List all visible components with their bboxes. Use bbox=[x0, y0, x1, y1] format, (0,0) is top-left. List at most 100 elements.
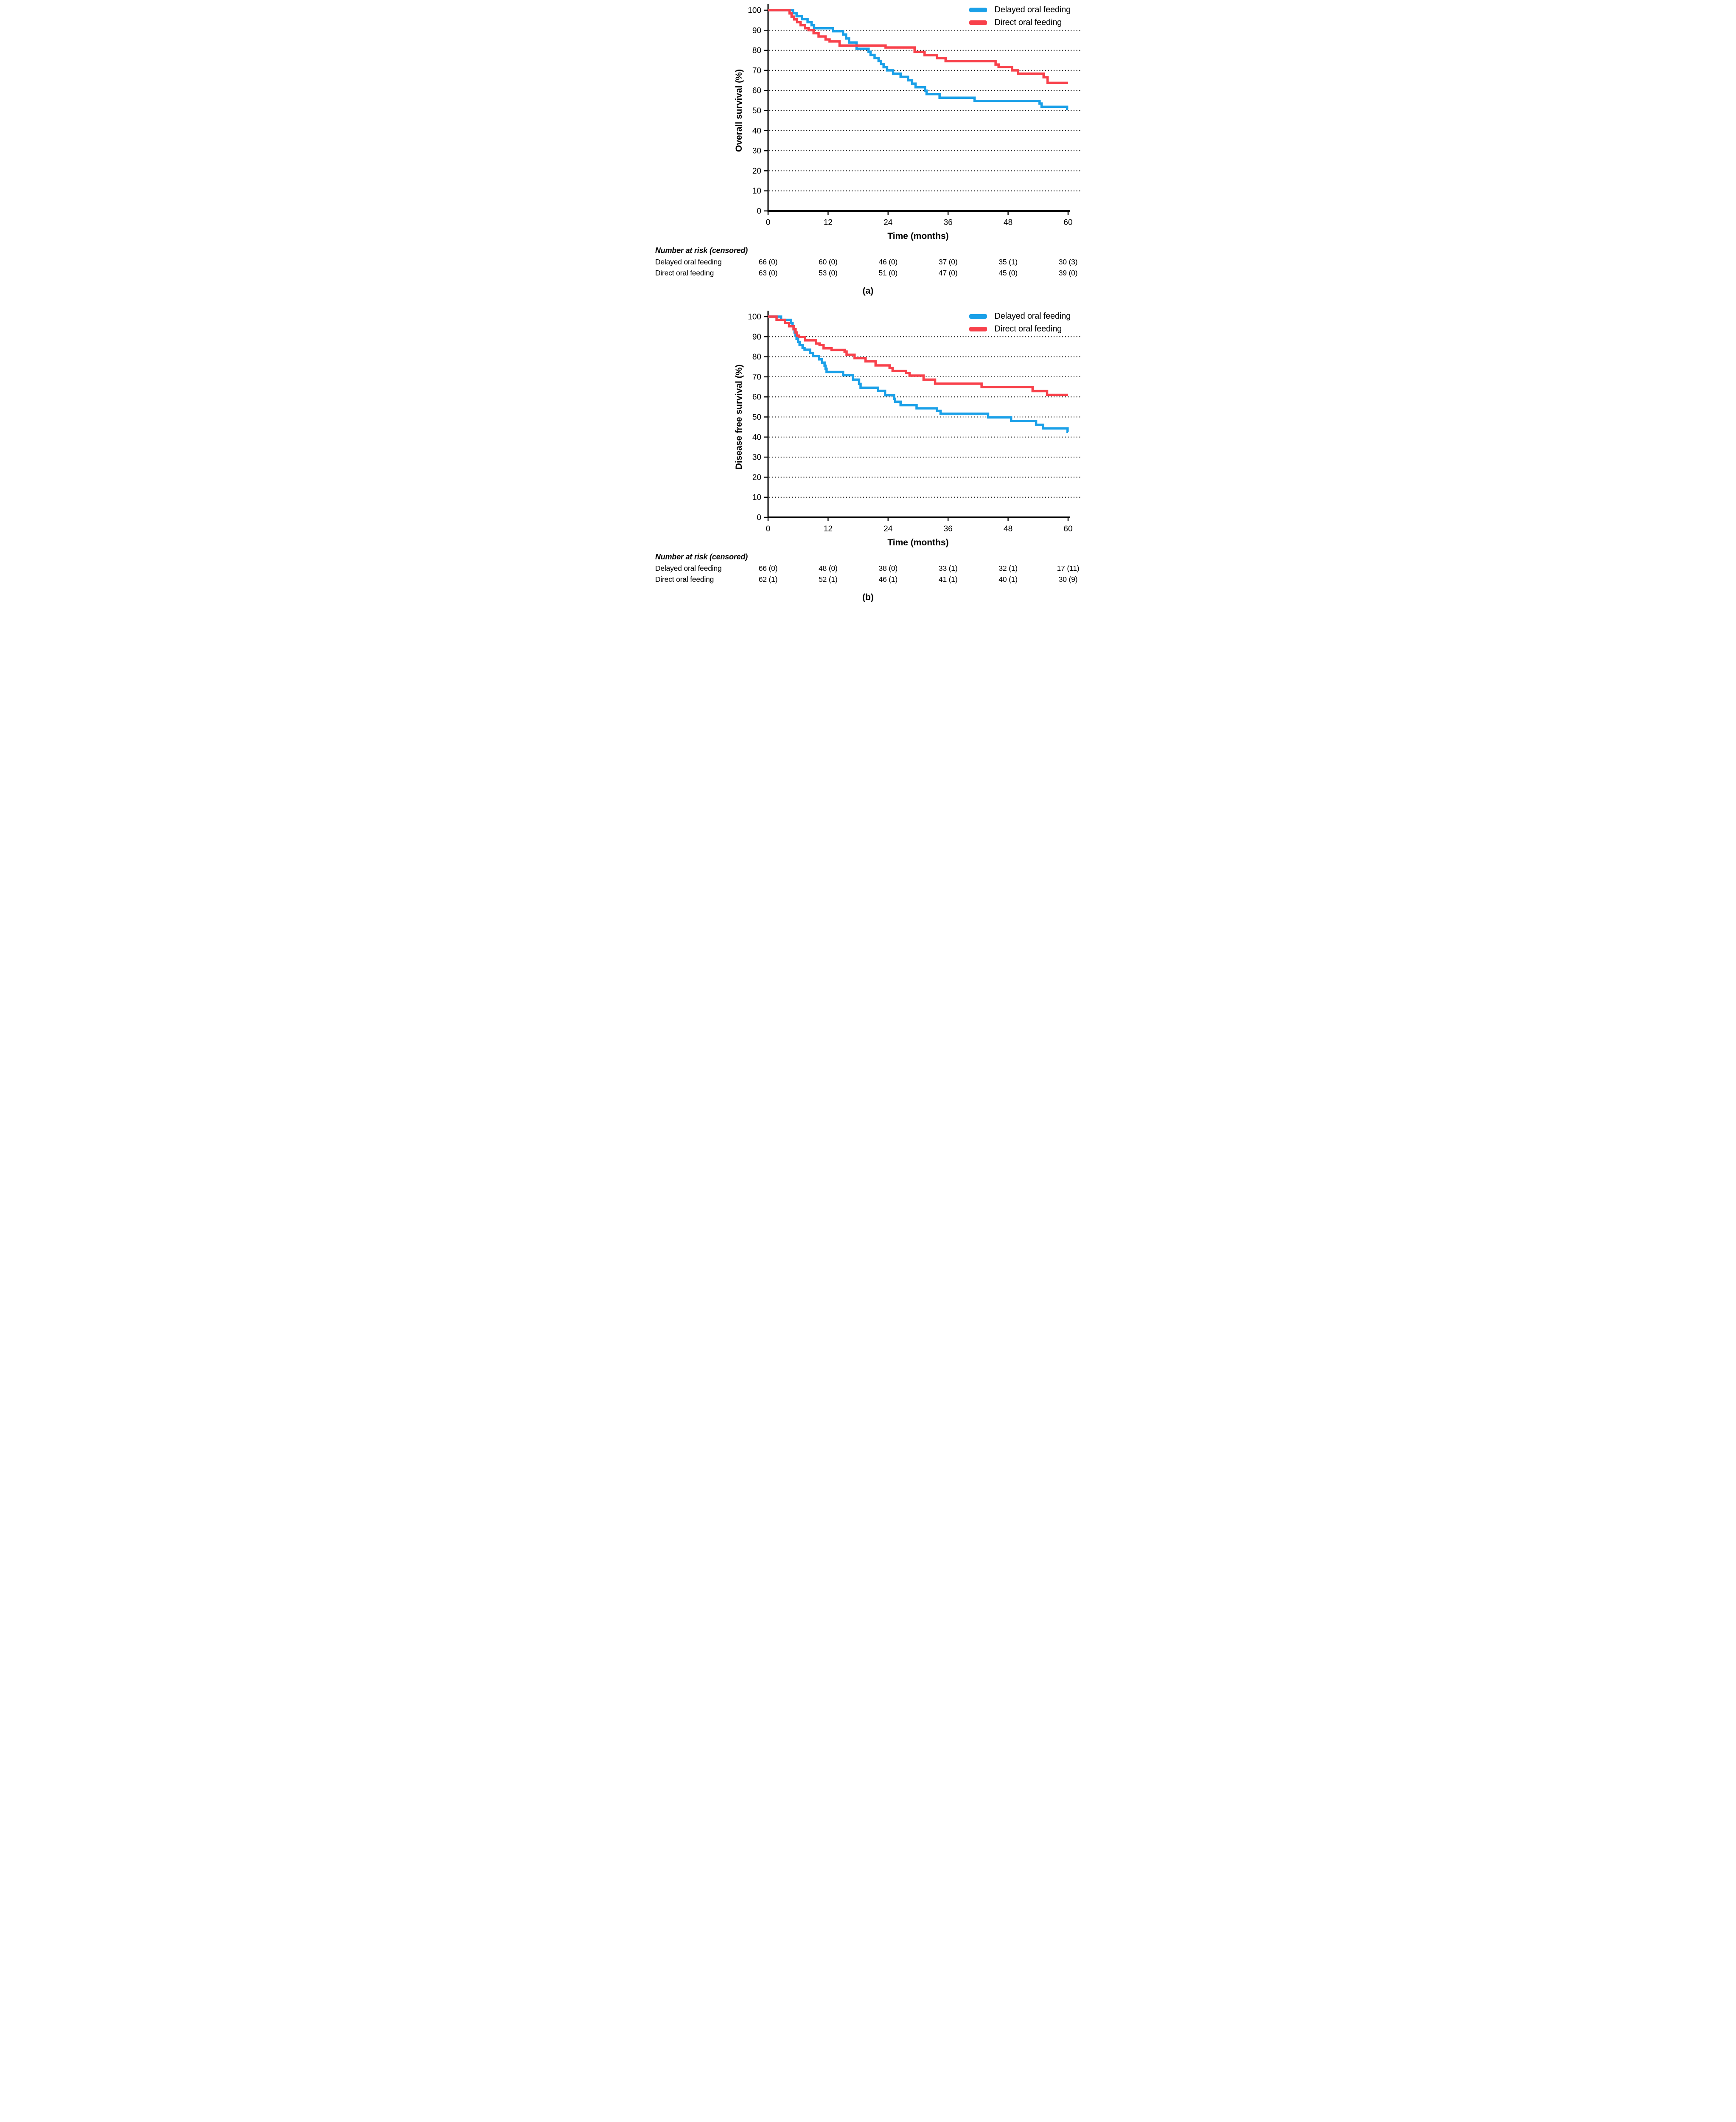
y-tick-label: 60 bbox=[752, 87, 761, 95]
risk-row-label: Delayed oral feeding bbox=[655, 258, 722, 266]
y-tick-label: 90 bbox=[752, 333, 761, 342]
risk-value: 41 (1) bbox=[938, 575, 958, 584]
y-tick-label: 80 bbox=[752, 46, 761, 55]
y-tick-label: 70 bbox=[752, 66, 761, 75]
x-tick-label: 36 bbox=[944, 218, 953, 227]
y-tick-label: 50 bbox=[752, 413, 761, 422]
number-at-risk-table: Number at risk (censored) Delayed oral f… bbox=[651, 246, 1085, 279]
x-tick-label: 0 bbox=[766, 525, 771, 533]
risk-value: 60 (0) bbox=[819, 258, 838, 266]
y-tick-label: 80 bbox=[752, 353, 761, 362]
legend-item: Delayed oral feeding bbox=[969, 5, 1071, 15]
km-plot-a-wrap: 0 10 20 30 40 50 60 70 80 90 100 0 12 24 36 48 60 Time (m… bbox=[651, 0, 1085, 245]
legend-swatch-icon bbox=[969, 20, 987, 25]
risk-value: 30 (9) bbox=[1058, 575, 1078, 584]
x-tick-label: 12 bbox=[824, 218, 833, 227]
risk-row-label: Direct oral feeding bbox=[655, 269, 714, 277]
y-tick-label: 40 bbox=[752, 433, 761, 442]
risk-table-row: Delayed oral feeding 66 (0) 60 (0) 46 (0) 37… bbox=[651, 258, 1085, 268]
risk-value: 51 (0) bbox=[878, 269, 898, 277]
panel-b: 0 10 20 30 40 50 60 70 80 90 100 0 12 24 36 48 60 Time (m… bbox=[651, 306, 1085, 613]
y-tick-label: 100 bbox=[748, 313, 761, 322]
legend: Delayed oral feeding Direct oral feeding bbox=[969, 5, 1071, 28]
panel-a: 0 10 20 30 40 50 60 70 80 90 100 0 12 24 36 48 60 Time (m… bbox=[651, 0, 1085, 306]
risk-value: 62 (1) bbox=[758, 575, 778, 584]
risk-value: 46 (0) bbox=[878, 258, 898, 266]
y-tick-label: 70 bbox=[752, 373, 761, 382]
km-chart-disease-free-survival: 0 10 20 30 40 50 60 70 80 90 100 0 12 24 36 48 60 Time (m… bbox=[734, 311, 1083, 547]
y-axis-title: Overall survival (%) bbox=[734, 69, 744, 152]
legend-label: Delayed oral feeding bbox=[994, 312, 1071, 321]
panel-caption-a: (a) bbox=[862, 286, 874, 296]
km-plot-b-wrap: 0 10 20 30 40 50 60 70 80 90 100 0 12 24 36 48 60 Time (m… bbox=[651, 306, 1085, 552]
x-axis-title: Time (months) bbox=[887, 231, 948, 241]
risk-value: 37 (0) bbox=[938, 258, 958, 266]
risk-value: 52 (1) bbox=[819, 575, 838, 584]
risk-value: 47 (0) bbox=[938, 269, 958, 277]
series-delayed-oral-feeding-curve bbox=[768, 9, 1069, 110]
x-axis-title: Time (months) bbox=[887, 538, 948, 547]
risk-value: 32 (1) bbox=[998, 564, 1018, 573]
legend-item: Delayed oral feeding bbox=[969, 312, 1071, 321]
risk-row-label: Direct oral feeding bbox=[655, 575, 714, 584]
y-tick-label: 40 bbox=[752, 126, 761, 135]
y-tick-label: 10 bbox=[752, 493, 761, 502]
risk-value: 63 (0) bbox=[758, 269, 778, 277]
x-tick-label: 48 bbox=[1004, 525, 1012, 533]
x-tick-label: 60 bbox=[1063, 525, 1072, 533]
risk-value: 53 (0) bbox=[819, 269, 838, 277]
risk-table-row: Direct oral feeding 62 (1) 52 (1) 46 (1) 41 … bbox=[651, 575, 1085, 585]
y-tick-label: 50 bbox=[752, 107, 761, 115]
legend-label: Direct oral feeding bbox=[994, 18, 1062, 27]
number-at-risk-table: Number at risk (censored) Delayed oral f… bbox=[651, 553, 1085, 586]
x-tick-label: 48 bbox=[1004, 218, 1012, 227]
panel-caption-b: (b) bbox=[862, 592, 874, 602]
x-tick-label: 36 bbox=[944, 525, 953, 533]
x-tick-label: 0 bbox=[766, 218, 771, 227]
risk-row-label: Delayed oral feeding bbox=[655, 564, 722, 573]
risk-value: 45 (0) bbox=[998, 269, 1018, 277]
risk-table-row: Direct oral feeding 63 (0) 53 (0) 51 (0) 47 … bbox=[651, 269, 1085, 279]
risk-value: 48 (0) bbox=[819, 564, 838, 573]
y-tick-label: 10 bbox=[752, 187, 761, 196]
x-tick-label: 24 bbox=[883, 525, 893, 533]
risk-value: 33 (1) bbox=[938, 564, 958, 573]
x-tick-label: 12 bbox=[824, 525, 833, 533]
series-direct-oral-feeding-curve bbox=[768, 9, 1068, 84]
y-axis-title: Disease free survival (%) bbox=[734, 365, 744, 469]
legend-swatch-icon bbox=[969, 8, 987, 12]
y-tick-label: 0 bbox=[757, 514, 761, 522]
risk-table-row: Delayed oral feeding 66 (0) 48 (0) 38 (0) 33… bbox=[651, 564, 1085, 574]
y-tick-label: 60 bbox=[752, 393, 761, 402]
risk-table-header: Number at risk (censored) bbox=[655, 553, 748, 561]
figure-page: 0 10 20 30 40 50 60 70 80 90 100 0 12 24 36 48 60 Time (m… bbox=[651, 0, 1085, 613]
y-tick-label: 0 bbox=[757, 207, 761, 216]
series-direct-oral-feeding-curve bbox=[768, 315, 1068, 396]
risk-value: 66 (0) bbox=[758, 258, 778, 266]
y-tick-label: 30 bbox=[752, 147, 761, 156]
legend-label: Delayed oral feeding bbox=[994, 5, 1071, 14]
y-tick-label: 90 bbox=[752, 26, 761, 35]
x-tick-label: 24 bbox=[883, 218, 893, 227]
y-tick-label: 30 bbox=[752, 453, 761, 462]
y-tick-label: 20 bbox=[752, 473, 761, 482]
legend-item: Direct oral feeding bbox=[969, 324, 1071, 334]
risk-value: 35 (1) bbox=[998, 258, 1018, 266]
risk-table-header: Number at risk (censored) bbox=[655, 246, 748, 255]
legend-swatch-icon bbox=[969, 327, 987, 331]
risk-value: 30 (3) bbox=[1058, 258, 1078, 266]
km-chart-overall-survival: 0 10 20 30 40 50 60 70 80 90 100 0 12 24 36 48 60 Time (m… bbox=[734, 4, 1083, 241]
risk-value: 39 (0) bbox=[1058, 269, 1078, 277]
legend-item: Direct oral feeding bbox=[969, 18, 1071, 28]
risk-value: 40 (1) bbox=[998, 575, 1018, 584]
legend-swatch-icon bbox=[969, 314, 987, 319]
x-tick-label: 60 bbox=[1063, 218, 1072, 227]
risk-value: 46 (1) bbox=[878, 575, 898, 584]
risk-value: 66 (0) bbox=[758, 564, 778, 573]
series-delayed-oral-feeding-curve bbox=[768, 315, 1069, 433]
legend-label: Direct oral feeding bbox=[994, 324, 1062, 334]
legend: Delayed oral feeding Direct oral feeding bbox=[969, 312, 1071, 334]
risk-value: 17 (11) bbox=[1057, 564, 1080, 573]
y-tick-label: 20 bbox=[752, 167, 761, 176]
y-tick-label: 100 bbox=[748, 6, 761, 15]
